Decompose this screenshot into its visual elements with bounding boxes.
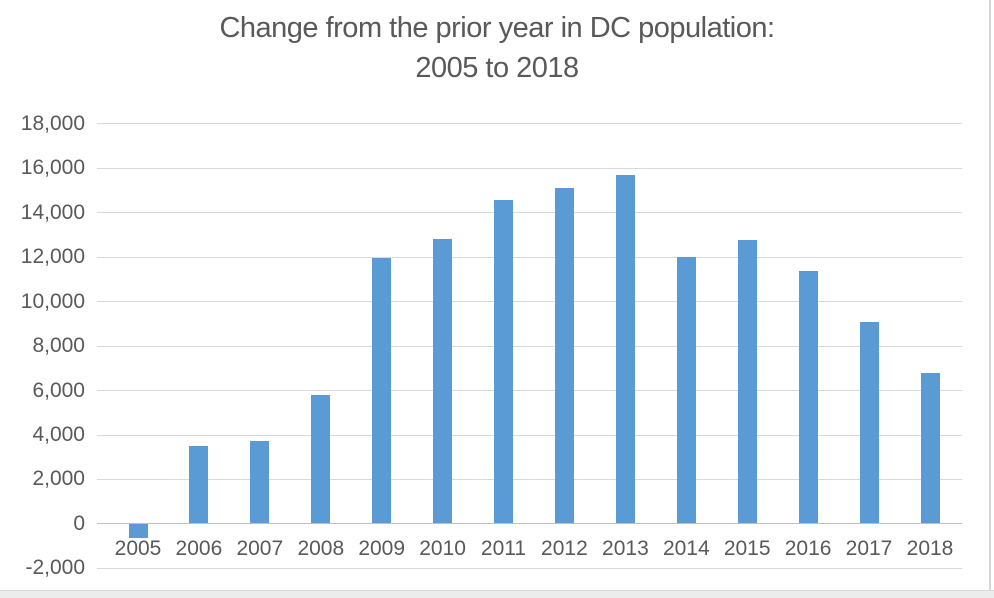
x-tick-label-2011: 2011 bbox=[480, 537, 527, 560]
bar-2006 bbox=[189, 445, 209, 524]
y-tick-label-6000: 6,000 bbox=[32, 378, 85, 402]
chart-right-border bbox=[989, 0, 991, 590]
x-tick-label-2013: 2013 bbox=[602, 537, 649, 560]
gridline-2000 bbox=[97, 478, 962, 480]
bar-2014 bbox=[676, 256, 696, 524]
x-tick-label-2017: 2017 bbox=[845, 537, 893, 560]
x-tick-label-2010: 2010 bbox=[419, 537, 466, 560]
bar-2011 bbox=[494, 200, 513, 524]
x-tick-label-2006: 2006 bbox=[175, 537, 223, 560]
y-tick-label-8000: 8,000 bbox=[32, 334, 85, 358]
bar-2007 bbox=[250, 441, 270, 524]
x-tick-label-2018: 2018 bbox=[906, 537, 954, 560]
x-tick-label-2005: 2005 bbox=[114, 537, 162, 560]
gridline-4000 bbox=[97, 434, 962, 436]
x-tick-label-2012: 2012 bbox=[541, 537, 588, 560]
y-tick-label-0: 0 bbox=[73, 511, 85, 535]
bar-2013 bbox=[615, 174, 635, 524]
gridline-10000 bbox=[97, 301, 962, 303]
y-tick-label-18000: 18,000 bbox=[20, 111, 85, 135]
bar-2015 bbox=[737, 240, 757, 524]
gridline-6000 bbox=[97, 390, 962, 391]
gridline-12000 bbox=[97, 256, 962, 258]
y-tick-label-14000: 14,000 bbox=[20, 200, 85, 224]
x-tick-label-2014: 2014 bbox=[662, 537, 710, 560]
chart-title: Change from the prior year in DC populat… bbox=[0, 8, 994, 88]
bar-2008 bbox=[311, 394, 331, 524]
screen-bottom-edge bbox=[0, 590, 994, 598]
chart-title-line1: Change from the prior year in DC populat… bbox=[219, 12, 775, 44]
x-tick-label-2016: 2016 bbox=[784, 537, 832, 560]
bar-2017 bbox=[859, 322, 879, 524]
bar-2010 bbox=[433, 238, 453, 524]
bar-2016 bbox=[798, 271, 818, 524]
y-tick-label-4000: 4,000 bbox=[32, 423, 85, 446]
x-tick-label-2015: 2015 bbox=[723, 537, 771, 560]
x-tick-label-2007: 2007 bbox=[236, 537, 284, 560]
gridline-16000 bbox=[97, 167, 962, 169]
y-tick-label-10000: 10,000 bbox=[20, 289, 85, 313]
x-axis-line bbox=[97, 523, 962, 525]
x-tick-label-2009: 2009 bbox=[358, 537, 406, 560]
gridline--2000 bbox=[97, 567, 962, 569]
gridline-8000 bbox=[97, 345, 962, 347]
chart-title-line2: 2005 to 2018 bbox=[415, 52, 579, 84]
y-tick-label-12000: 12,000 bbox=[20, 245, 85, 269]
x-tick-label-2008: 2008 bbox=[297, 537, 345, 560]
bar-2012 bbox=[554, 187, 574, 524]
gridline-14000 bbox=[97, 212, 962, 214]
y-tick-label-2000: 2,000 bbox=[32, 467, 85, 491]
bar-2005 bbox=[128, 524, 148, 538]
gridline-18000 bbox=[97, 123, 962, 125]
bar-2018 bbox=[920, 373, 940, 524]
y-tick-label--2000: -2,000 bbox=[25, 556, 85, 580]
y-tick-label-16000: 16,000 bbox=[20, 156, 85, 180]
bar-2009 bbox=[372, 257, 392, 524]
